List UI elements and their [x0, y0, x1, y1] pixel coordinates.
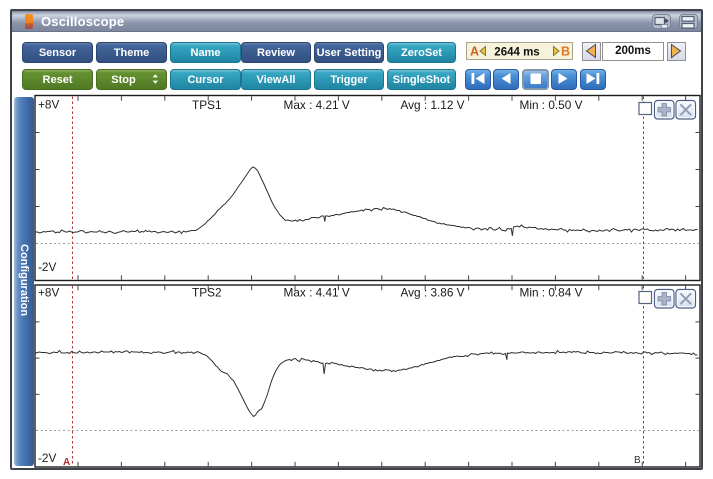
svg-text:Min : 0.84 V: Min : 0.84 V	[520, 286, 583, 300]
svg-text:Max : 4.41 V: Max : 4.41 V	[284, 286, 350, 300]
svg-text:Avg : 3.86 V: Avg : 3.86 V	[401, 286, 465, 300]
svg-text:Avg : 1.12 V: Avg : 1.12 V	[401, 98, 465, 112]
svg-text:B: B	[634, 455, 641, 466]
svg-text:-2V: -2V	[38, 260, 56, 274]
svg-text:Min : 0.50 V: Min : 0.50 V	[520, 98, 583, 112]
svg-text:TPS1: TPS1	[192, 98, 222, 112]
svg-text:+8V: +8V	[38, 286, 59, 300]
svg-text:+8V: +8V	[38, 98, 59, 112]
svg-text:2644 ms: 2644 ms	[494, 47, 539, 59]
svg-text:Max : 4.21 V: Max : 4.21 V	[284, 98, 350, 112]
svg-text:TPS2: TPS2	[192, 286, 222, 300]
svg-text:B: B	[561, 45, 570, 59]
svg-text:-2V: -2V	[38, 451, 56, 465]
svg-text:A: A	[470, 45, 479, 59]
svg-text:A: A	[63, 457, 70, 468]
